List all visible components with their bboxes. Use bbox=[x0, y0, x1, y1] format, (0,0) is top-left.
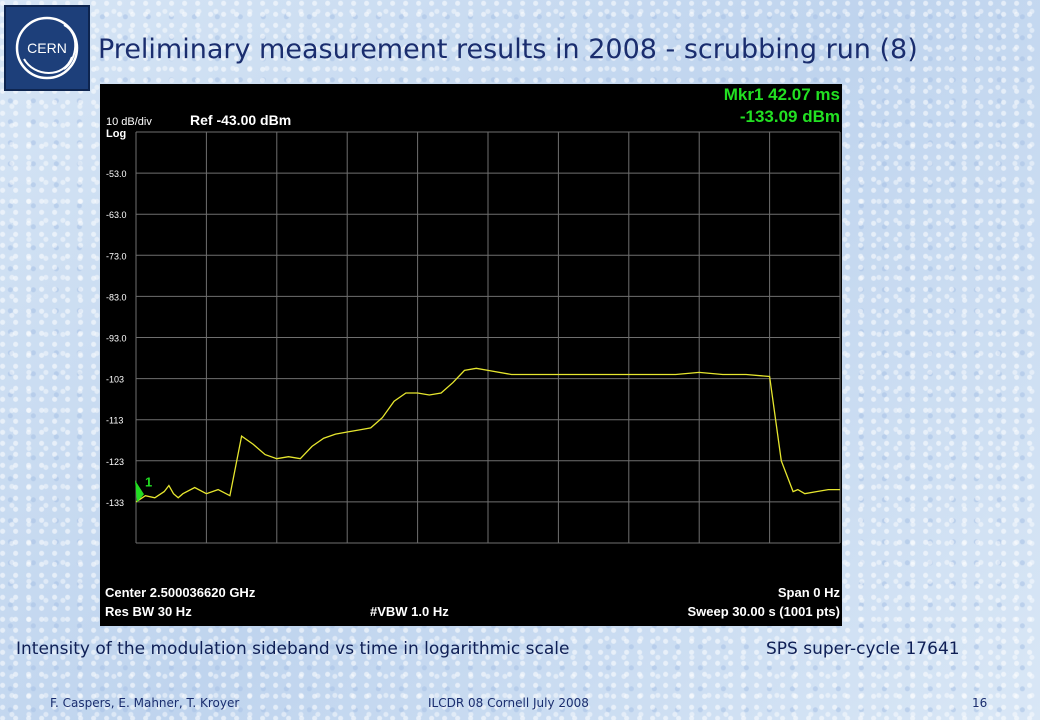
ref-level: Ref -43.00 dBm bbox=[190, 112, 291, 128]
res-bw: Res BW 30 Hz bbox=[105, 604, 192, 619]
log-label: Log bbox=[106, 128, 126, 140]
footer-event: ILCDR 08 Cornell July 2008 bbox=[428, 696, 589, 710]
footer-authors: F. Caspers, E. Mahner, T. Kroyer bbox=[50, 696, 240, 710]
spectrum-analyzer-display: -53.0 -63.0 -73.0 -83.0 -93.0 -103 -113 -123 -13… bbox=[100, 84, 842, 626]
y-tick-label: -133 bbox=[106, 498, 124, 508]
chart: -53.0 -63.0 -73.0 -83.0 -93.0 -103 -113 -123 -13… bbox=[105, 85, 841, 619]
span: Span 0 Hz bbox=[778, 585, 841, 600]
marker-readout-time: Mkr1 42.07 ms bbox=[724, 85, 840, 104]
center-frequency: Center 2.500036620 GHz bbox=[105, 585, 256, 600]
y-tick-label: -83.0 bbox=[106, 292, 127, 302]
marker-label: 1 bbox=[145, 474, 152, 489]
y-tick-label: -103 bbox=[106, 375, 124, 385]
chart-grid bbox=[135, 131, 841, 544]
page-number: 16 bbox=[972, 696, 988, 710]
trace-layer bbox=[135, 367, 840, 503]
caption-left: Intensity of the modulation sideband vs … bbox=[16, 639, 570, 659]
trace-line bbox=[135, 367, 840, 503]
marker-diamond bbox=[134, 480, 144, 503]
marker-layer: 1 bbox=[134, 474, 152, 503]
caption-right: SPS super-cycle 17641 bbox=[766, 639, 960, 659]
sweep: Sweep 30.00 s (1001 pts) bbox=[688, 604, 840, 619]
slide-title: Preliminary measurement results in 2008 … bbox=[98, 34, 918, 65]
cern-logo-icon: CERN bbox=[15, 16, 79, 80]
y-tick-label: -123 bbox=[106, 457, 124, 467]
y-tick-label: -53.0 bbox=[106, 169, 127, 179]
y-tick-label: -93.0 bbox=[106, 334, 127, 344]
logo-text: CERN bbox=[27, 40, 67, 56]
y-tick-labels: -53.0 -63.0 -73.0 -83.0 -93.0 -103 -113 -123 -13… bbox=[106, 169, 127, 508]
y-tick-label: -113 bbox=[106, 416, 123, 426]
y-tick-label: -63.0 bbox=[106, 210, 127, 220]
cern-logo: CERN bbox=[4, 5, 90, 91]
vbw: #VBW 1.0 Hz bbox=[370, 604, 449, 619]
marker-readout-level: -133.09 dBm bbox=[740, 107, 840, 126]
y-tick-label: -73.0 bbox=[106, 251, 127, 261]
scale-label: 10 dB/div bbox=[106, 116, 152, 128]
